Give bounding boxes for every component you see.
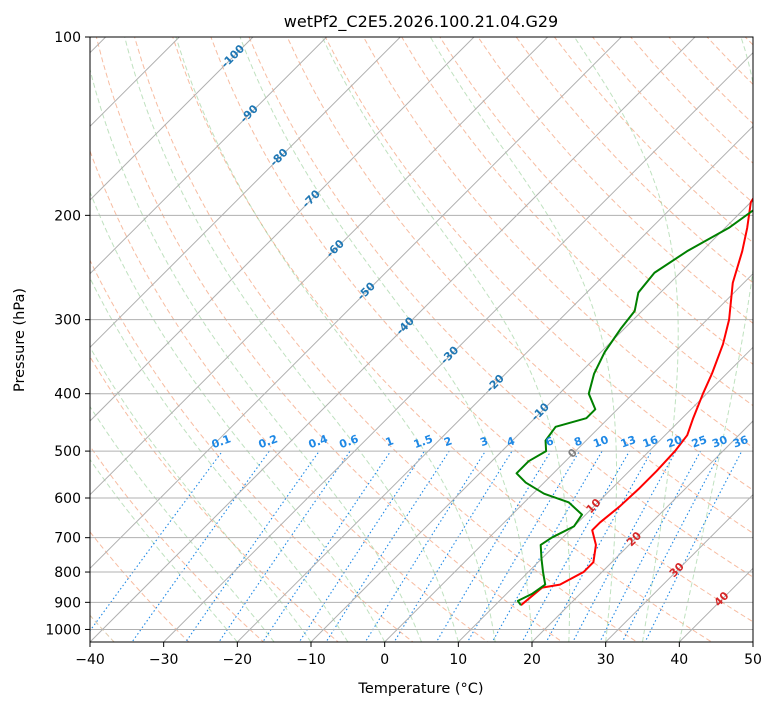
- profiles: [515, 197, 753, 606]
- chart-title: wetPf2_C2E5.2026.100.21.04.G29: [284, 12, 558, 32]
- y-tick-label: 900: [54, 595, 81, 611]
- x-tick-label: 10: [449, 652, 467, 668]
- mixing-ratio-label: 16: [641, 433, 660, 451]
- isotherms: [90, 37, 753, 642]
- x-axis-label: Temperature (°C): [357, 681, 483, 697]
- mixing-ratio-label: 1.5: [412, 432, 435, 451]
- y-tick-label: 200: [54, 208, 81, 224]
- x-tick-label: 20: [523, 652, 541, 668]
- isotherm: [90, 37, 402, 349]
- mixing-ratio-label: 20: [665, 433, 684, 451]
- moist-adiabat: [175, 37, 496, 642]
- y-axis-label: Pressure (hPa): [12, 288, 28, 392]
- dry-adiabat: [90, 531, 190, 642]
- moist-adiabat: [574, 37, 679, 642]
- moist-adiabat: [678, 37, 753, 642]
- isotherm: [236, 125, 753, 642]
- mixing-ratio-label: 30: [710, 433, 729, 451]
- mixing-ratio-label: 10: [591, 433, 610, 451]
- x-axis: −40 −30 −20 −10 0 10 20 30 40 50: [75, 642, 762, 668]
- mixing-ratio-label: 1: [384, 434, 396, 449]
- isotherm: [90, 37, 475, 422]
- temperature-profile: [520, 197, 753, 606]
- isotherm: [90, 37, 696, 642]
- y-axis: 100 200 300 400 500 600 700 800 900 1000: [45, 30, 90, 638]
- isotherm: [605, 493, 753, 642]
- x-tick-label: 30: [597, 652, 615, 668]
- moist-adiabat: [90, 190, 386, 642]
- mixing-ratio-label: 0.2: [257, 432, 280, 451]
- moist-adiabat: [429, 37, 618, 642]
- moist-adiabat: [90, 405, 275, 642]
- mixing-ratio-label: 6: [544, 434, 556, 449]
- isotherm: [163, 51, 753, 642]
- isotherm: [90, 37, 254, 201]
- moist-adiabat: [90, 458, 238, 642]
- mixing-ratio-label: 0.1: [210, 432, 233, 451]
- x-tick-label: 50: [744, 652, 762, 668]
- plot-background: [90, 37, 753, 642]
- x-tick-label: 0: [380, 652, 389, 668]
- isotherm: [90, 37, 623, 570]
- mixing-ratio-label: 0.6: [338, 432, 361, 451]
- dry-adiabat: [324, 37, 753, 491]
- y-tick-label: 300: [54, 313, 81, 329]
- plot-area: [90, 37, 753, 642]
- isotherm: [310, 199, 753, 642]
- y-tick-label: 500: [54, 444, 81, 460]
- y-tick-label: 600: [54, 491, 81, 507]
- x-tick-label: −20: [223, 652, 253, 668]
- isotherm: [90, 37, 328, 275]
- moist-adiabat: [90, 67, 422, 642]
- x-tick-label: −10: [296, 652, 326, 668]
- plot-frame: [89, 36, 754, 643]
- mixing-ratio-label: 2: [442, 434, 454, 449]
- mixing-ratio-label: 0.4: [307, 432, 330, 451]
- isotherm: [531, 420, 753, 642]
- moist-adiabat: [124, 37, 459, 642]
- x-tick-label: −40: [75, 652, 105, 668]
- moist-adiabat: [321, 37, 571, 642]
- pressure-gridlines: [90, 37, 753, 630]
- y-tick-label: 800: [54, 565, 81, 581]
- y-tick-label: 700: [54, 531, 81, 547]
- isotherm: [457, 346, 753, 642]
- y-tick-label: 100: [54, 30, 81, 46]
- mixing-ratio-label: 3: [478, 434, 490, 449]
- mixing-ratio-label: 4: [505, 434, 517, 449]
- mixing-ratio-label: 13: [619, 433, 638, 450]
- dewpoint-profile: [515, 209, 753, 606]
- mixing-ratio-label: 8: [572, 434, 584, 449]
- isotherm: [384, 272, 753, 642]
- y-tick-label: 1000: [45, 622, 81, 638]
- isotherm: [90, 37, 181, 128]
- mixing-ratio-label: 36: [731, 433, 750, 451]
- moist-adiabat: [90, 276, 349, 642]
- y-tick-label: 400: [54, 387, 81, 403]
- mixing-ratio-label: 25: [690, 433, 709, 450]
- x-tick-label: 40: [670, 652, 688, 668]
- x-tick-label: −30: [149, 652, 179, 668]
- isotherm: [90, 37, 549, 496]
- dry-adiabat: [401, 37, 753, 407]
- dry-adiabat: [172, 37, 713, 642]
- dry-adiabat: [439, 37, 753, 365]
